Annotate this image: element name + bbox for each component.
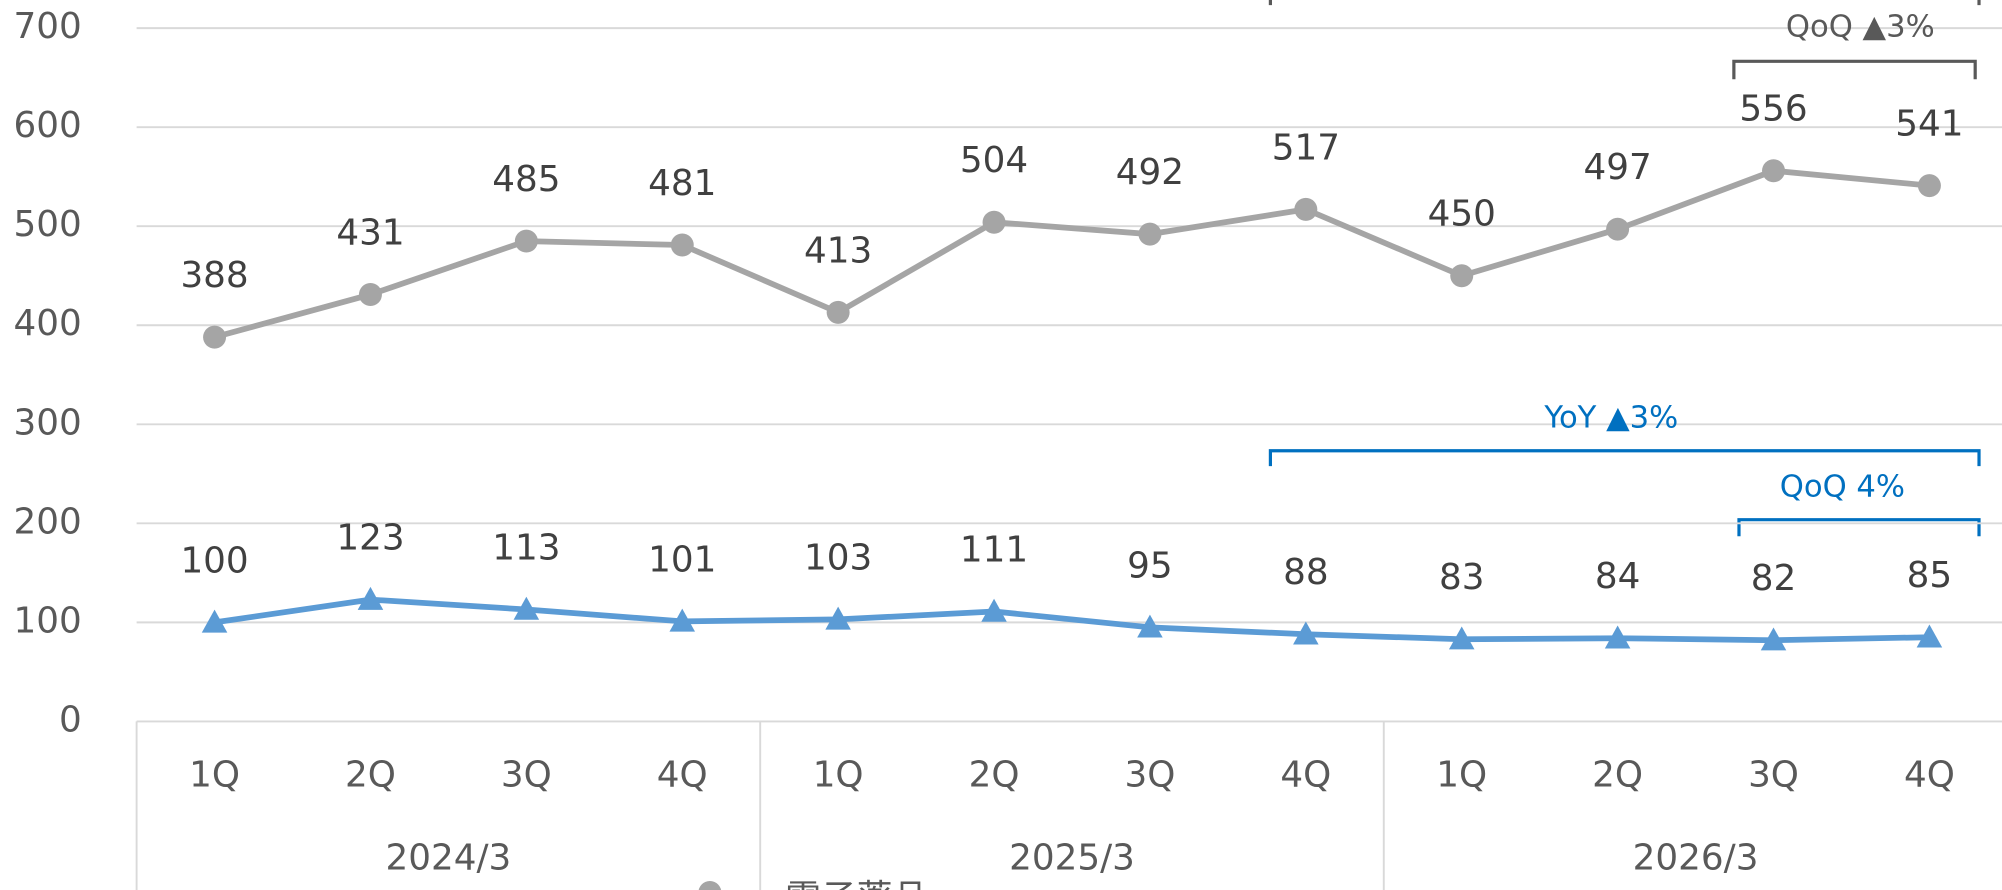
marker bbox=[981, 598, 1007, 622]
data-label: 497 bbox=[1583, 147, 1651, 188]
data-label: 541 bbox=[1895, 104, 1963, 145]
marker bbox=[513, 596, 540, 620]
annotation: YoY ▲3% bbox=[1543, 400, 1678, 435]
data-label: 95 bbox=[1127, 545, 1173, 586]
marker bbox=[1137, 614, 1163, 638]
x-tick-label: 3Q bbox=[1748, 754, 1799, 795]
data-label: 100 bbox=[180, 540, 248, 581]
marker bbox=[1917, 174, 1941, 198]
x-tick-label: 3Q bbox=[501, 754, 552, 795]
y-tick-label: 300 bbox=[13, 402, 81, 443]
data-label: 84 bbox=[1595, 556, 1641, 597]
x-tick-label: 2Q bbox=[1592, 754, 1643, 795]
brackets bbox=[1268, 0, 1981, 537]
group-label: 2024/3 bbox=[386, 837, 512, 878]
marker bbox=[1138, 222, 1162, 246]
data-label: 103 bbox=[804, 537, 872, 578]
legend-label: 電子薬品 bbox=[785, 878, 928, 890]
x-tick-label: 3Q bbox=[1124, 754, 1175, 795]
bracket bbox=[1737, 518, 1981, 537]
marker bbox=[825, 606, 851, 630]
marker bbox=[670, 233, 694, 257]
y-tick-label: 100 bbox=[13, 600, 81, 641]
bracket bbox=[1268, 449, 1981, 467]
marker bbox=[201, 609, 228, 633]
x-tick-label: 1Q bbox=[1436, 754, 1487, 795]
marker bbox=[203, 325, 227, 349]
y-tick-label: 200 bbox=[13, 501, 81, 542]
x-tick-label: 2Q bbox=[969, 754, 1020, 795]
data-label: 123 bbox=[336, 518, 404, 559]
group-label: 2025/3 bbox=[1009, 837, 1135, 878]
data-label: 504 bbox=[960, 140, 1028, 181]
annotation: QoQ 4% bbox=[1780, 469, 1905, 504]
marker bbox=[982, 210, 1006, 234]
marker bbox=[826, 300, 850, 324]
data-label: 450 bbox=[1428, 194, 1496, 235]
marker bbox=[1604, 625, 1631, 649]
legend-marker bbox=[698, 881, 722, 890]
data-label: 388 bbox=[180, 255, 248, 296]
marker bbox=[1606, 217, 1630, 241]
data-label: 82 bbox=[1751, 558, 1797, 599]
marker bbox=[1293, 621, 1319, 645]
data-label: 88 bbox=[1283, 552, 1329, 593]
data-label: 101 bbox=[648, 539, 716, 580]
group-label: 2026/3 bbox=[1633, 837, 1759, 878]
y-tick-label: 700 bbox=[13, 6, 81, 47]
y-tick-label: 500 bbox=[13, 204, 81, 245]
marker bbox=[1916, 624, 1943, 648]
x-tick-label: 2Q bbox=[345, 754, 396, 795]
data-label: 85 bbox=[1907, 555, 1953, 596]
y-tick-label: 0 bbox=[59, 699, 82, 740]
x-tick-label: 1Q bbox=[813, 754, 864, 795]
series-line bbox=[213, 167, 1930, 340]
marker bbox=[1760, 627, 1787, 651]
data-label: 111 bbox=[960, 529, 1028, 570]
marker bbox=[514, 229, 538, 253]
annotation: QoQ ▲3% bbox=[1786, 10, 1935, 45]
data-label: 556 bbox=[1739, 89, 1807, 130]
marker bbox=[1450, 264, 1474, 288]
x-tick-label: 4Q bbox=[657, 754, 708, 795]
data-label: 113 bbox=[492, 527, 560, 568]
bracket bbox=[1732, 59, 1977, 80]
marker bbox=[1294, 197, 1318, 221]
data-label: 492 bbox=[1116, 152, 1184, 193]
marker bbox=[1762, 159, 1786, 183]
y-tick-label: 600 bbox=[13, 105, 81, 146]
x-tick-label: 4Q bbox=[1904, 754, 1955, 795]
data-label: 485 bbox=[492, 159, 560, 200]
y-tick-label: 400 bbox=[13, 303, 81, 344]
data-label: 517 bbox=[1272, 127, 1340, 168]
data-label: 413 bbox=[804, 230, 872, 271]
bracket bbox=[1268, 0, 1981, 6]
marker bbox=[669, 608, 696, 632]
marker bbox=[357, 586, 384, 610]
x-tick-label: 1Q bbox=[189, 754, 240, 795]
x-tick-label: 4Q bbox=[1280, 754, 1331, 795]
data-label: 481 bbox=[648, 163, 716, 204]
marker bbox=[358, 283, 382, 307]
data-label: 431 bbox=[336, 213, 404, 254]
series-line bbox=[214, 596, 1930, 644]
data-label: 83 bbox=[1439, 557, 1485, 598]
marker bbox=[1448, 626, 1475, 650]
